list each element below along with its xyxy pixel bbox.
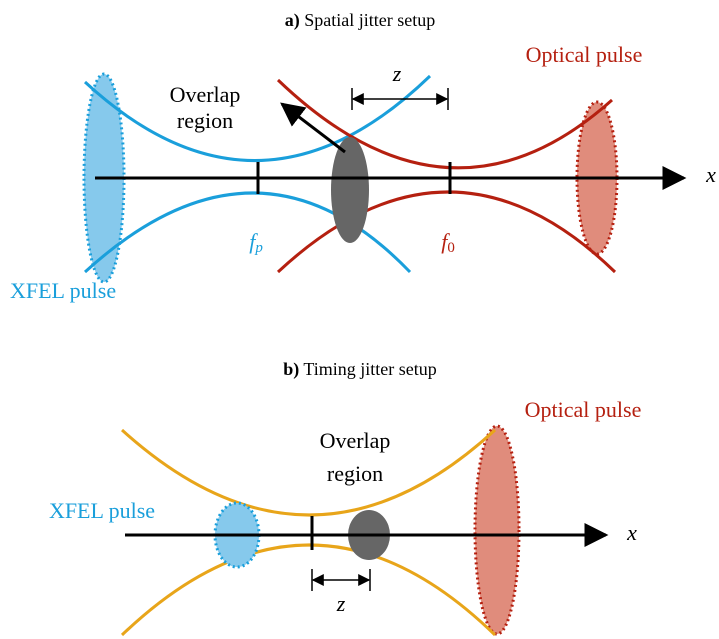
x-label: x [705,162,716,187]
overlap-label: Overlap [320,428,391,453]
overlap-region [331,137,369,243]
optical-envelope [278,80,612,168]
focus-label: fp [249,229,263,256]
x-label: x [626,520,637,545]
panel-title: b) Timing jitter setup [283,359,437,380]
title-text: Timing jitter setup [303,359,436,379]
xfel-label: XFEL pulse [49,498,155,523]
z-label: z [336,591,346,616]
subscript: 0 [447,240,455,256]
overlap-label: Overlap [170,82,241,107]
optical-label: Optical pulse [526,42,643,67]
xfel-label: XFEL pulse [10,278,116,303]
diagram: a) Spatial jitter setup z x Overlap regi… [0,0,719,639]
panel-title: a) Spatial jitter setup [285,10,435,31]
xfel-envelope [85,76,430,161]
envelope [122,545,495,635]
title-text: Spatial jitter setup [304,10,435,30]
title-tag: b) [283,359,299,380]
optical-pulse [475,426,519,634]
subscript: p [254,240,263,256]
overlap-label: region [327,461,383,486]
z-label: z [392,61,402,86]
overlap-label: region [177,108,233,133]
envelope [122,430,495,515]
optical-label: Optical pulse [525,397,642,422]
focus-label: f0 [441,229,455,256]
title-tag: a) [285,10,300,31]
